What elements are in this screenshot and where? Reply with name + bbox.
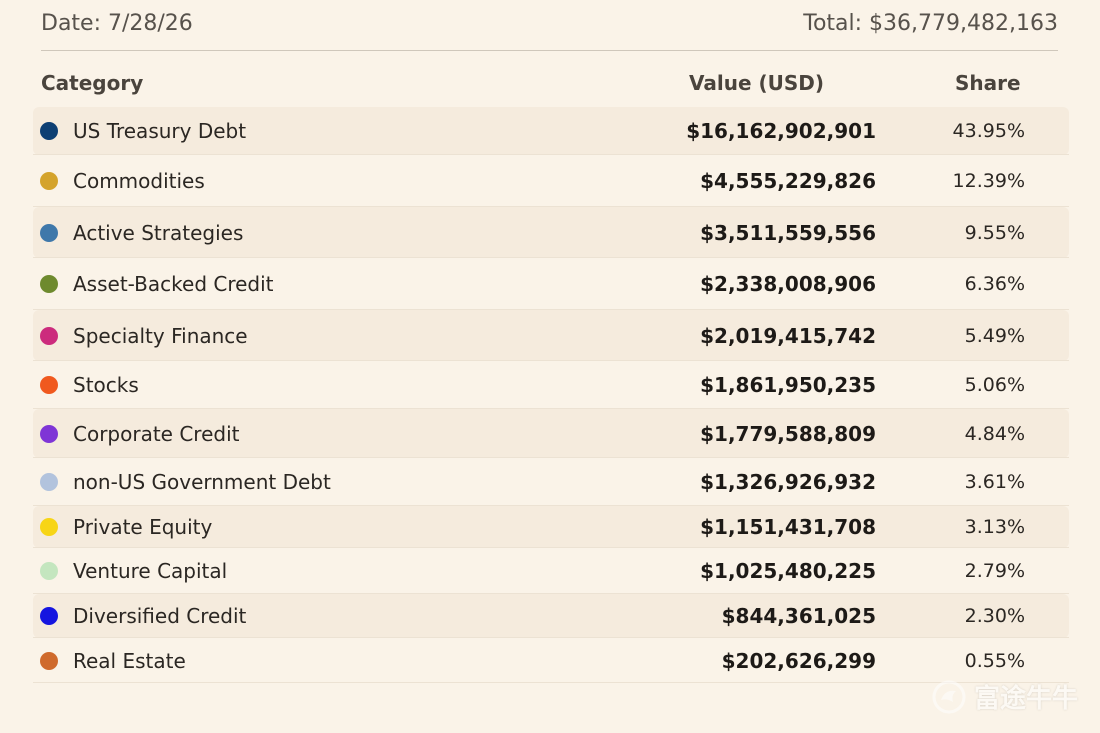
category-value: $844,361,025 bbox=[721, 604, 876, 628]
category-name: Commodities bbox=[73, 169, 205, 193]
category-color-dot-icon bbox=[40, 376, 58, 394]
header-bar: Date: 7/28/26 Total: $36,779,482,163 bbox=[41, 0, 1058, 51]
table-row[interactable]: Specialty Finance $2,019,415,742 5.49% bbox=[33, 310, 1069, 361]
category-name: non-US Government Debt bbox=[73, 470, 331, 494]
row-divider bbox=[33, 257, 1069, 258]
column-header-category[interactable]: Category bbox=[41, 71, 144, 95]
row-divider bbox=[33, 593, 1069, 594]
category-name: Corporate Credit bbox=[73, 421, 240, 446]
table-row[interactable]: Active Strategies $3,511,559,556 9.55% bbox=[33, 207, 1069, 258]
category-name: Venture Capital bbox=[73, 559, 228, 583]
category-share: 5.49% bbox=[964, 324, 1025, 347]
category-color-dot-icon bbox=[40, 607, 58, 625]
row-divider bbox=[33, 547, 1069, 548]
holdings-table: US Treasury Debt $16,162,902,901 43.95% Com… bbox=[33, 107, 1069, 683]
table-row[interactable]: non-US Government Debt $1,326,926,932 3.61… bbox=[33, 458, 1069, 506]
category-color-dot-icon bbox=[40, 473, 58, 491]
row-divider bbox=[33, 360, 1069, 361]
table-row[interactable]: Corporate Credit $1,779,588,809 4.84% bbox=[33, 409, 1069, 458]
table-row[interactable]: Diversified Credit $844,361,025 2.30% bbox=[33, 594, 1069, 638]
category-share: 3.13% bbox=[964, 516, 1025, 538]
category-color-dot-icon bbox=[40, 424, 58, 443]
category-value: $1,025,480,225 bbox=[700, 559, 876, 583]
category-name: Asset-Backed Credit bbox=[73, 272, 274, 296]
category-color-dot-icon bbox=[40, 518, 58, 536]
table-row[interactable]: Asset-Backed Credit $2,338,008,906 6.36% bbox=[33, 258, 1069, 310]
column-header-share[interactable]: Share bbox=[955, 71, 1021, 95]
futu-logo-icon bbox=[932, 680, 966, 713]
category-share: 2.79% bbox=[964, 560, 1025, 582]
row-divider bbox=[33, 505, 1069, 506]
category-value: $3,511,559,556 bbox=[700, 220, 876, 245]
category-share: 4.84% bbox=[964, 422, 1025, 445]
category-share: 3.61% bbox=[964, 471, 1025, 493]
category-share: 43.95% bbox=[952, 120, 1025, 142]
category-value: $4,555,229,826 bbox=[700, 169, 876, 193]
category-share: 12.39% bbox=[952, 170, 1025, 192]
category-name: Active Strategies bbox=[73, 220, 244, 245]
row-divider bbox=[33, 206, 1069, 207]
category-share: 5.06% bbox=[964, 374, 1025, 396]
row-divider bbox=[33, 309, 1069, 310]
date-label: Date: 7/28/26 bbox=[41, 11, 193, 36]
category-name: Private Equity bbox=[73, 515, 213, 539]
category-value: $1,779,588,809 bbox=[700, 421, 876, 446]
category-color-dot-icon bbox=[40, 275, 58, 293]
category-name: Diversified Credit bbox=[73, 604, 247, 628]
category-value: $1,151,431,708 bbox=[700, 515, 876, 539]
category-name: Stocks bbox=[73, 373, 139, 397]
category-name: Real Estate bbox=[73, 648, 186, 673]
category-color-dot-icon bbox=[40, 223, 58, 242]
watermark-text: 富途牛牛 bbox=[973, 684, 1078, 714]
row-divider bbox=[33, 682, 1069, 683]
category-color-dot-icon bbox=[40, 122, 58, 140]
row-divider bbox=[33, 457, 1069, 458]
category-color-dot-icon bbox=[40, 562, 58, 580]
category-color-dot-icon bbox=[40, 326, 58, 345]
category-value: $2,338,008,906 bbox=[700, 272, 876, 296]
category-color-dot-icon bbox=[40, 651, 58, 670]
watermark: 富途牛牛 bbox=[932, 678, 1078, 715]
category-value: $1,326,926,932 bbox=[700, 470, 876, 494]
category-value: $202,626,299 bbox=[721, 648, 876, 673]
category-name: US Treasury Debt bbox=[73, 119, 247, 143]
table-row[interactable]: Venture Capital $1,025,480,225 2.79% bbox=[33, 548, 1069, 594]
category-value: $1,861,950,235 bbox=[700, 373, 876, 397]
table-row[interactable]: Real Estate $202,626,299 0.55% bbox=[33, 638, 1069, 683]
table-row[interactable]: US Treasury Debt $16,162,902,901 43.95% bbox=[33, 107, 1069, 155]
category-share: 6.36% bbox=[964, 273, 1025, 295]
row-divider bbox=[33, 154, 1069, 155]
category-value: $16,162,902,901 bbox=[686, 119, 876, 143]
table-row[interactable]: Stocks $1,861,950,235 5.06% bbox=[33, 361, 1069, 409]
category-color-dot-icon bbox=[40, 172, 58, 190]
category-name: Specialty Finance bbox=[73, 323, 248, 348]
table-row[interactable]: Commodities $4,555,229,826 12.39% bbox=[33, 155, 1069, 207]
category-value: $2,019,415,742 bbox=[700, 323, 876, 348]
column-header-value[interactable]: Value (USD) bbox=[689, 71, 825, 95]
table-row[interactable]: Private Equity $1,151,431,708 3.13% bbox=[33, 506, 1069, 548]
row-divider bbox=[33, 637, 1069, 638]
category-share: 9.55% bbox=[964, 221, 1025, 244]
category-share: 0.55% bbox=[964, 649, 1025, 672]
row-divider bbox=[33, 408, 1069, 409]
category-share: 2.30% bbox=[964, 605, 1025, 627]
total-label: Total: $36,779,482,163 bbox=[803, 11, 1058, 36]
